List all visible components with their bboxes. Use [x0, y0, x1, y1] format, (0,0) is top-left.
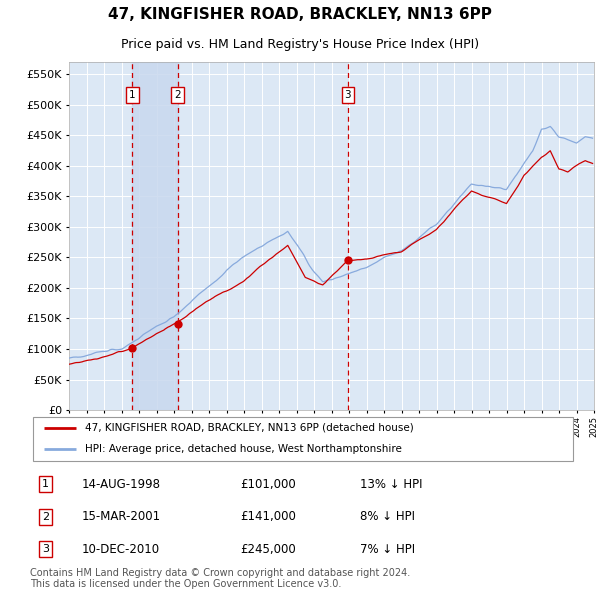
- Text: 15-MAR-2001: 15-MAR-2001: [82, 510, 161, 523]
- Text: HPI: Average price, detached house, West Northamptonshire: HPI: Average price, detached house, West…: [85, 444, 401, 454]
- Text: 1: 1: [42, 479, 49, 489]
- FancyBboxPatch shape: [33, 417, 573, 461]
- Text: 10-DEC-2010: 10-DEC-2010: [82, 543, 160, 556]
- Text: 47, KINGFISHER ROAD, BRACKLEY, NN13 6PP: 47, KINGFISHER ROAD, BRACKLEY, NN13 6PP: [108, 7, 492, 22]
- Text: Price paid vs. HM Land Registry's House Price Index (HPI): Price paid vs. HM Land Registry's House …: [121, 38, 479, 51]
- Text: 7% ↓ HPI: 7% ↓ HPI: [361, 543, 415, 556]
- Text: Contains HM Land Registry data © Crown copyright and database right 2024.
This d: Contains HM Land Registry data © Crown c…: [30, 568, 410, 589]
- Text: £101,000: £101,000: [240, 478, 296, 491]
- Text: £141,000: £141,000: [240, 510, 296, 523]
- Text: 13% ↓ HPI: 13% ↓ HPI: [361, 478, 423, 491]
- Text: 47, KINGFISHER ROAD, BRACKLEY, NN13 6PP (detached house): 47, KINGFISHER ROAD, BRACKLEY, NN13 6PP …: [85, 423, 413, 433]
- Text: 1: 1: [129, 90, 136, 100]
- Text: 2: 2: [42, 512, 49, 522]
- Text: 14-AUG-1998: 14-AUG-1998: [82, 478, 161, 491]
- Text: 2: 2: [175, 90, 181, 100]
- Text: 3: 3: [344, 90, 351, 100]
- Bar: [133, 62, 178, 410]
- Text: 8% ↓ HPI: 8% ↓ HPI: [361, 510, 415, 523]
- Text: £245,000: £245,000: [240, 543, 296, 556]
- Text: 3: 3: [42, 545, 49, 555]
